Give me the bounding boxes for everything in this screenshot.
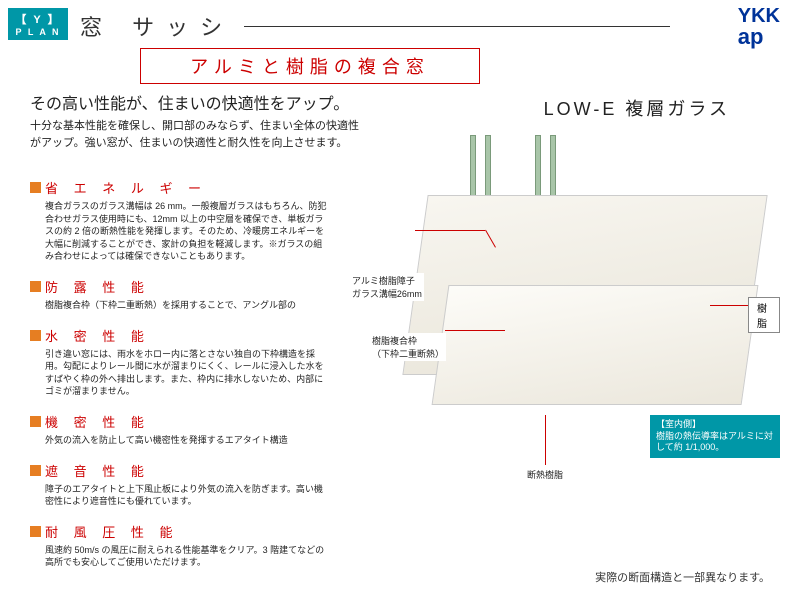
feature-item: 水 密 性 能 引き違い窓には、雨水をホロー内に落とさない独自の下枠構造を採用。… [30, 326, 330, 398]
feature-body: 引き違い窓には、雨水をホロー内に落とさない独自の下枠構造を採用。勾配によりレール… [45, 348, 330, 398]
label-resin: 樹 脂 [748, 297, 780, 333]
feature-title: 機 密 性 能 [30, 412, 330, 431]
feature-title: 防 露 性 能 [30, 277, 330, 296]
callout-resin-frame: 樹脂複合枠 （下枠二重断熱） [370, 333, 446, 361]
callout-line-icon [710, 305, 750, 306]
feature-body: 風速約 50m/s の風圧に耐えられる性能基準をクリア。3 階建てなどの高所でも… [45, 544, 330, 569]
logo-yplan-line2: P L A N [15, 27, 60, 37]
feature-title: 耐 風 圧 性 能 [30, 522, 330, 541]
logo-yplan-line1: 【 Y 】 [15, 11, 60, 27]
feature-list: 省 エ ネ ル ギ ー 複合ガラスのガラス溝幅は 26 mm。一般複層ガラスはも… [30, 178, 330, 583]
feature-body: 障子のエアタイトと上下風止板により外気の流入を防ぎます。高い機密性により遮音性に… [45, 483, 330, 508]
page-title: 窓 サッシ [80, 10, 234, 42]
subtitle-text: アルミと樹脂の複合窓 [190, 57, 430, 77]
logo-ykk-line1: YKK [738, 6, 780, 26]
intro-text: 十分な基本性能を確保し、開口部のみならず、住まい全体の快適性がアップ。強い窓が、… [30, 118, 360, 151]
footnote: 実際の断面構造と一部異なります。 [595, 569, 770, 585]
callout-line-icon [445, 330, 505, 331]
subtitle-box: アルミと樹脂の複合窓 [140, 48, 480, 84]
logo-yplan: 【 Y 】 P L A N [8, 8, 68, 40]
feature-title: 水 密 性 能 [30, 326, 330, 345]
feature-body: 樹脂複合枠（下枠二重断熱）を採用することで、アングル部の [45, 299, 330, 312]
feature-item: 機 密 性 能 外気の流入を防止して高い機密性を発揮するエアタイト構造 [30, 412, 330, 447]
callout-insulation-resin: 断熱樹脂 [525, 467, 565, 482]
callout-line-icon [415, 230, 485, 231]
info-interior: 【室内側】 樹脂の熱伝導率はアルミに対して約 1/1,000。 [650, 415, 780, 458]
feature-item: 省 エ ネ ル ギ ー 複合ガラスのガラス溝幅は 26 mm。一般複層ガラスはも… [30, 178, 330, 263]
title-row: 窓 サッシ [80, 10, 670, 42]
logo-ykkap: YKK ap [738, 6, 780, 48]
feature-title: 省 エ ネ ル ギ ー [30, 178, 330, 197]
lead-text: その高い性能が、住まいの快適性をアップ。 [30, 90, 349, 114]
sash-front-shape [432, 285, 759, 405]
right-title: LOW-E 複層ガラス [544, 95, 730, 121]
feature-body: 外気の流入を防止して高い機密性を発揮するエアタイト構造 [45, 434, 330, 447]
callout-glass-groove: アルミ樹脂障子 ガラス溝幅26mm [350, 273, 424, 301]
feature-item: 遮 音 性 能 障子のエアタイトと上下風止板により外気の流入を防ぎます。高い機密… [30, 461, 330, 508]
feature-item: 耐 風 圧 性 能 風速約 50m/s の風圧に耐えられる性能基準をクリア。3 … [30, 522, 330, 569]
feature-item: 防 露 性 能 樹脂複合枠（下枠二重断熱）を採用することで、アングル部の [30, 277, 330, 312]
cross-section-diagram: アルミ樹脂障子 ガラス溝幅26mm 樹脂複合枠 （下枠二重断熱） 断熱樹脂 樹 … [360, 135, 780, 475]
callout-line-icon [545, 415, 546, 465]
logo-ykk-line2: ap [738, 26, 780, 48]
title-divider [244, 26, 670, 27]
feature-body: 複合ガラスのガラス溝幅は 26 mm。一般複層ガラスはもちろん、防犯合わせガラス… [45, 200, 330, 263]
feature-title: 遮 音 性 能 [30, 461, 330, 480]
